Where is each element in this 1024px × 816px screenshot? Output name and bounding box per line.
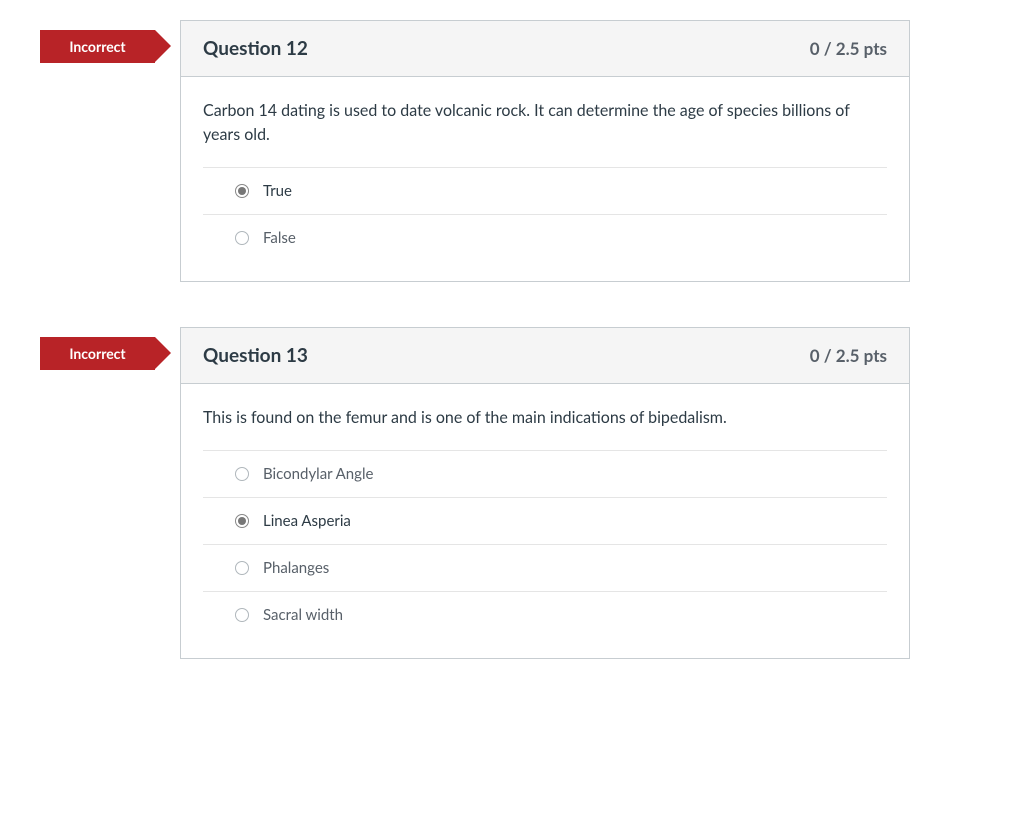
answer-list: Bicondylar Angle Linea Asperia Phalanges… bbox=[203, 450, 887, 638]
answer-label: Sacral width bbox=[263, 606, 343, 624]
question-header: Question 13 0 / 2.5 pts bbox=[181, 328, 909, 384]
answer-label: False bbox=[263, 229, 296, 247]
radio-icon bbox=[235, 561, 249, 575]
status-badge: Incorrect bbox=[40, 30, 155, 63]
radio-icon bbox=[235, 231, 249, 245]
question-body: Carbon 14 dating is used to date volcani… bbox=[181, 77, 909, 281]
radio-icon bbox=[235, 184, 249, 198]
question-points: 0 / 2.5 pts bbox=[810, 38, 887, 59]
answer-label: Bicondylar Angle bbox=[263, 465, 373, 483]
answer-label: Linea Asperia bbox=[263, 512, 351, 530]
answer-label: Phalanges bbox=[263, 559, 329, 577]
question-box: Question 12 0 / 2.5 pts Carbon 14 dating… bbox=[180, 20, 910, 282]
question-card: Incorrect Question 13 0 / 2.5 pts This i… bbox=[180, 327, 910, 659]
answer-label: True bbox=[263, 182, 292, 200]
answer-list: True False bbox=[203, 167, 887, 261]
answer-option[interactable]: Phalanges bbox=[203, 544, 887, 591]
answer-option[interactable]: Bicondylar Angle bbox=[203, 450, 887, 497]
radio-icon bbox=[235, 467, 249, 481]
answer-option[interactable]: Linea Asperia bbox=[203, 497, 887, 544]
question-text: Carbon 14 dating is used to date volcani… bbox=[203, 99, 887, 147]
question-box: Question 13 0 / 2.5 pts This is found on… bbox=[180, 327, 910, 659]
question-title: Question 13 bbox=[203, 344, 308, 367]
question-text: This is found on the femur and is one of… bbox=[203, 406, 887, 430]
question-header: Question 12 0 / 2.5 pts bbox=[181, 21, 909, 77]
question-body: This is found on the femur and is one of… bbox=[181, 384, 909, 658]
question-title: Question 12 bbox=[203, 37, 308, 60]
answer-option[interactable]: False bbox=[203, 214, 887, 261]
answer-option[interactable]: True bbox=[203, 167, 887, 214]
question-points: 0 / 2.5 pts bbox=[810, 345, 887, 366]
radio-icon bbox=[235, 514, 249, 528]
question-card: Incorrect Question 12 0 / 2.5 pts Carbon… bbox=[180, 20, 910, 282]
answer-option[interactable]: Sacral width bbox=[203, 591, 887, 638]
radio-icon bbox=[235, 608, 249, 622]
status-badge: Incorrect bbox=[40, 337, 155, 370]
